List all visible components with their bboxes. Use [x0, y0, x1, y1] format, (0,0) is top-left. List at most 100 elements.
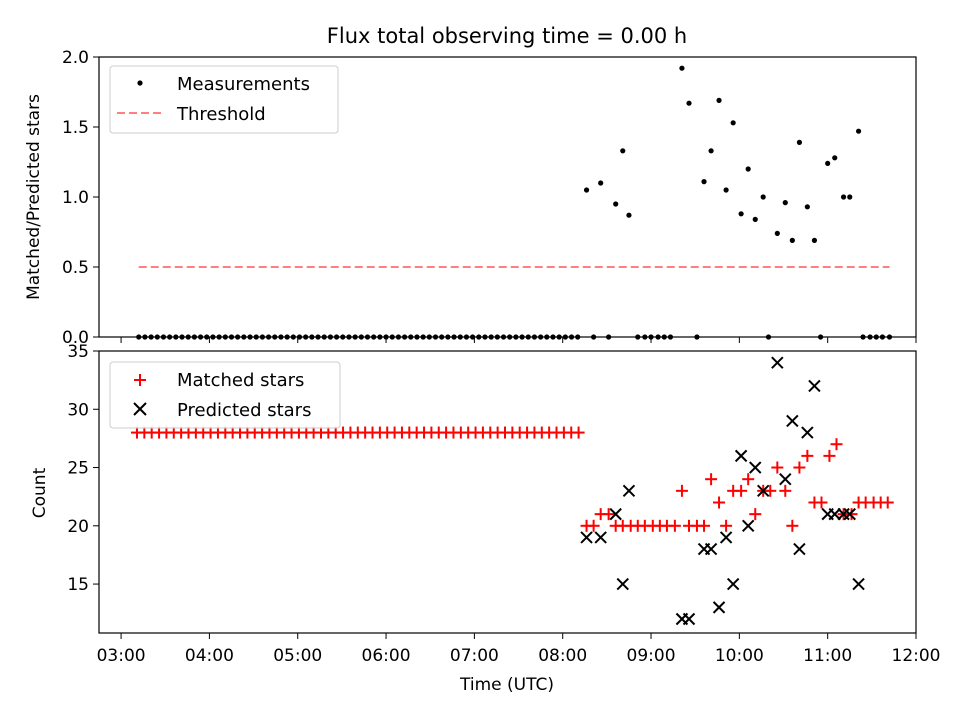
- predicted-star-stroke: [712, 601, 726, 614]
- predicted-star-stroke: [852, 577, 865, 591]
- predicted-star-stroke: [786, 414, 799, 428]
- measurement-point: [745, 166, 751, 172]
- predicted-star-marker: [622, 484, 636, 498]
- top-y-tick-label: 2.0: [62, 48, 89, 68]
- measurement-point: [723, 187, 729, 193]
- predicted-star-stroke: [741, 519, 755, 533]
- matched-star-marker: [779, 484, 792, 497]
- legend-predicted-marker: [133, 402, 147, 416]
- predicted-star-stroke: [734, 449, 748, 463]
- legend-matched-marker: [134, 374, 146, 386]
- x-tick-label: 12:00: [892, 646, 941, 666]
- predicted-star-stroke: [801, 426, 814, 439]
- measurement-point: [796, 139, 803, 145]
- top-legend: Measurements Threshold: [109, 65, 339, 134]
- legend-threshold-label: Threshold: [176, 104, 266, 125]
- predicted-star-marker: [808, 379, 821, 393]
- predicted-star-marker: [756, 484, 770, 498]
- predicted-star-marker: [704, 542, 718, 556]
- matched-star-marker: [713, 496, 726, 509]
- matched-star-marker: [735, 484, 748, 497]
- bottom-y-tick-label: 35: [67, 342, 89, 362]
- matched-star-marker: [587, 519, 600, 532]
- matched-star-marker: [786, 519, 799, 532]
- bottom-y-tick-label: 30: [67, 400, 89, 420]
- measurement-point: [789, 237, 795, 243]
- measurement-point: [782, 200, 788, 206]
- predicted-star-stroke: [704, 542, 718, 556]
- top-x-ticks: [120, 337, 917, 343]
- predicted-star-stroke: [793, 542, 806, 556]
- predicted-star-stroke: [609, 507, 622, 521]
- x-tick-label: 08:00: [538, 646, 587, 666]
- top-y-tick-label: 1.5: [62, 118, 89, 138]
- predicted-star-marker: [609, 507, 622, 521]
- chart-title: Flux total observing time = 0.00 h: [327, 24, 687, 48]
- predicted-star-stroke: [726, 577, 740, 591]
- bottom-data-marks: [130, 356, 894, 626]
- predicted-star-marker: [786, 414, 799, 428]
- predicted-star-marker: [580, 531, 593, 544]
- predicted-star-stroke: [843, 507, 856, 521]
- bottom-x-axis: 03:00 04:00 05:00 06:00 07:00 08:00 09:00 10:00…: [97, 633, 941, 666]
- top-panel: Flux total observing time = 0.00 h 0.00.…: [24, 24, 917, 348]
- matched-star-marker: [602, 508, 615, 521]
- bottom-y-axis: 15 20 25 30 35: [67, 342, 99, 595]
- predicted-star-stroke: [616, 577, 629, 591]
- predicted-star-marker: [719, 531, 733, 544]
- measurement-point: [598, 180, 604, 186]
- predicted-star-stroke: [828, 507, 841, 521]
- legend-measurements-label: Measurements: [177, 74, 310, 95]
- measurement-point: [583, 187, 590, 193]
- predicted-star-marker: [726, 577, 740, 591]
- predicted-star-stroke: [749, 461, 762, 474]
- matched-star-marker: [572, 426, 585, 439]
- bottom-panel: 15 20 25 30 35 03:00 04:00 05:00 06:00 07:00 08:0…: [30, 342, 941, 695]
- predicted-star-stroke: [719, 531, 733, 544]
- top-data-marks: [136, 65, 893, 340]
- measurement-point: [613, 201, 619, 207]
- legend-matched-label: Matched stars: [177, 370, 304, 391]
- predicted-star-stroke: [756, 484, 770, 498]
- matched-star-marker: [881, 496, 894, 509]
- matched-star-marker: [705, 473, 718, 486]
- measurement-point: [701, 179, 707, 185]
- measurement-point: [840, 194, 847, 200]
- measurement-point: [760, 194, 766, 200]
- measurement-point: [847, 194, 853, 200]
- predicted-star-stroke: [808, 379, 821, 393]
- legend-measurements-marker: [137, 80, 143, 86]
- measurement-point: [752, 216, 758, 222]
- x-tick-label: 09:00: [627, 646, 676, 666]
- matched-star-marker: [830, 438, 843, 451]
- predicted-star-marker: [734, 449, 748, 463]
- matched-star-marker: [815, 496, 828, 509]
- matched-star-marker: [668, 519, 681, 532]
- measurement-point: [620, 148, 626, 154]
- measurement-point: [774, 230, 780, 236]
- matched-star-marker: [764, 484, 777, 497]
- top-y-tick-label: 0.5: [62, 258, 89, 278]
- matched-star-marker: [771, 461, 784, 474]
- matched-star-marker: [793, 461, 806, 474]
- measurement-point: [832, 155, 838, 161]
- x-tick-label: 07:00: [450, 646, 499, 666]
- predicted-star-stroke: [779, 472, 792, 486]
- matched-star-marker: [749, 508, 762, 521]
- measurement-point: [811, 237, 818, 243]
- predicted-star-marker: [594, 531, 607, 544]
- measurement-point: [708, 148, 714, 154]
- measurement-point: [686, 100, 692, 106]
- bottom-plot-frame: [98, 350, 917, 634]
- predicted-star-stroke: [580, 531, 593, 544]
- matched-star-marker: [698, 519, 711, 532]
- measurement-point: [626, 212, 632, 218]
- bottom-y-tick-label: 15: [67, 575, 89, 595]
- bottom-y-axis-label: Count: [30, 467, 50, 518]
- bottom-y-tick-label: 20: [67, 517, 89, 537]
- matched-star-marker: [823, 449, 836, 462]
- measurement-point: [679, 65, 685, 71]
- predicted-star-stroke: [771, 356, 784, 369]
- predicted-star-marker: [801, 426, 814, 439]
